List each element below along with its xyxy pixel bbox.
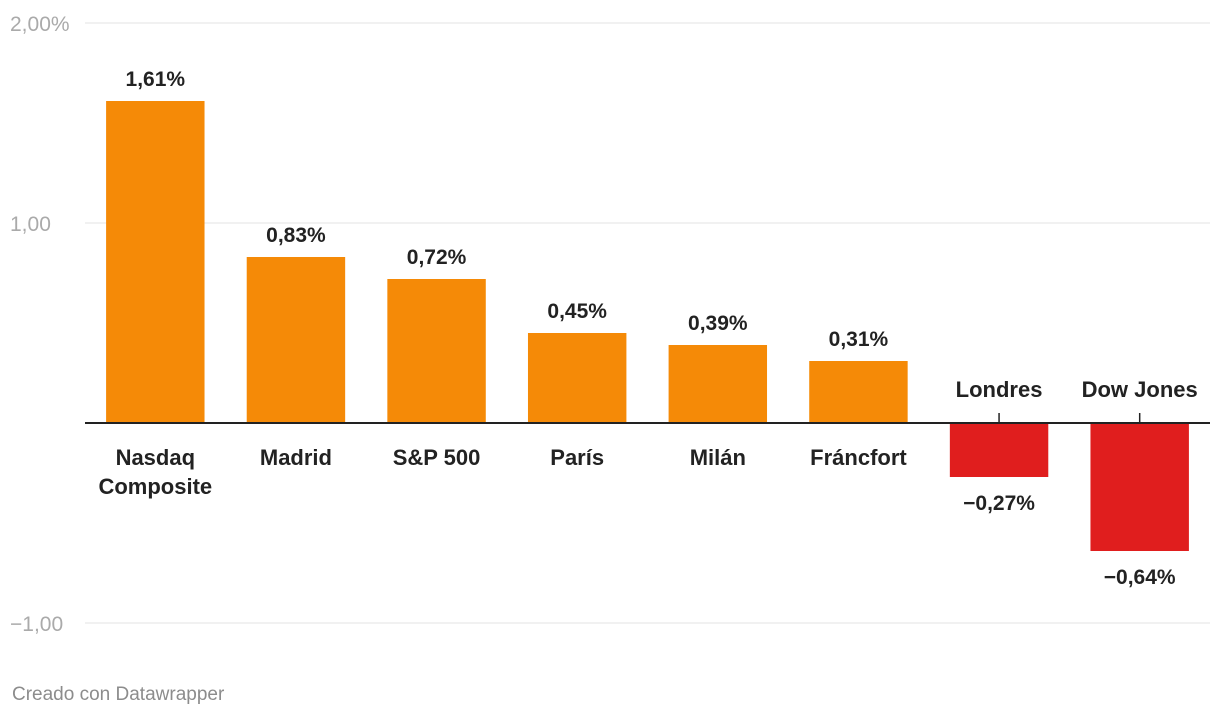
value-label: 0,83%	[266, 224, 326, 247]
value-label: −0,64%	[1104, 566, 1176, 589]
value-label: 1,61%	[126, 68, 186, 91]
category-label: S&P 500	[393, 445, 481, 470]
y-tick-label: 2,00%	[10, 13, 70, 36]
bar	[949, 423, 1049, 477]
bar	[106, 101, 205, 423]
y-tick-label: −1,00	[10, 613, 63, 636]
value-label: 0,72%	[407, 246, 467, 269]
category-label: Madrid	[260, 445, 332, 470]
category-label: París	[550, 445, 604, 470]
category-label: Nasdaq Composite	[98, 445, 212, 499]
y-tick-label: 1,00	[10, 213, 51, 236]
category-label: Milán	[690, 445, 746, 470]
bar	[246, 257, 346, 423]
bar	[527, 333, 627, 423]
category-label: Dow Jones	[1082, 377, 1198, 402]
bar-chart: 2,00% 1,00 −1,00 1,61% Nasdaq Composite 0,83%…	[10, 13, 1210, 636]
y-axis-ticks: 2,00% 1,00 −1,00	[10, 13, 70, 636]
grid-lines	[85, 22, 1210, 624]
labels: 1,61% Nasdaq Composite 0,83% Madrid 0,72% S&P …	[98, 68, 1197, 589]
value-label: 0,45%	[547, 300, 607, 323]
category-label: Fráncfort	[810, 445, 907, 470]
bar	[1090, 423, 1189, 551]
credit-footer: Creado con Datawrapper	[12, 684, 225, 705]
bar	[809, 361, 908, 423]
category-label: Londres	[956, 377, 1043, 402]
value-label: 0,39%	[688, 312, 748, 335]
value-label: 0,31%	[829, 328, 889, 351]
value-label: −0,27%	[963, 492, 1035, 515]
bars	[106, 101, 1189, 551]
bar	[387, 279, 486, 423]
bar	[668, 345, 768, 423]
